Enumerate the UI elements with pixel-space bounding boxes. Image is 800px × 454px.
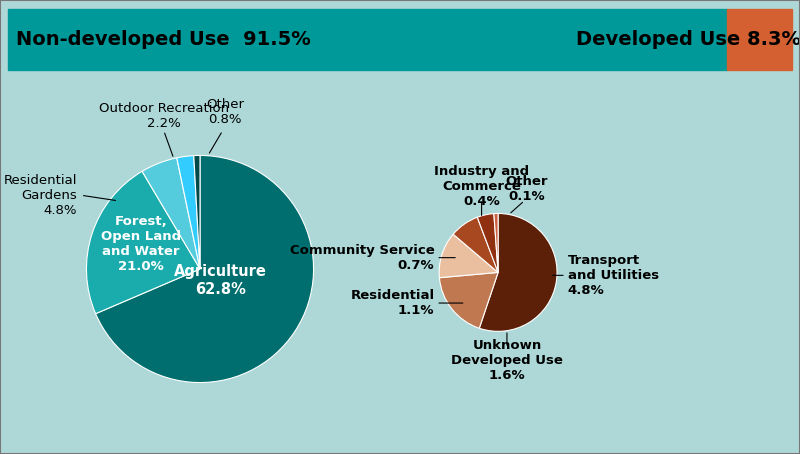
Text: Transport
and Utilities
4.8%: Transport and Utilities 4.8% [568, 254, 658, 297]
Text: Residential
1.1%: Residential 1.1% [350, 289, 434, 317]
Text: Other
0.1%: Other 0.1% [505, 175, 548, 202]
Wedge shape [453, 217, 498, 272]
Text: Industry and
Commerce
0.4%: Industry and Commerce 0.4% [434, 165, 529, 208]
Text: Agriculture
62.8%: Agriculture 62.8% [174, 264, 267, 296]
Wedge shape [96, 155, 314, 383]
Text: Unknown
Developed Use
1.6%: Unknown Developed Use 1.6% [451, 339, 563, 382]
Wedge shape [494, 213, 498, 272]
Wedge shape [479, 213, 557, 331]
Wedge shape [194, 155, 200, 269]
Wedge shape [177, 156, 200, 269]
Text: Outdoor Recreation
2.2%: Outdoor Recreation 2.2% [98, 102, 229, 130]
Text: Residential
Gardens
4.8%: Residential Gardens 4.8% [4, 174, 78, 217]
Text: Forest,
Open Land
and Water
21.0%: Forest, Open Land and Water 21.0% [101, 215, 181, 273]
Bar [727, 9, 792, 70]
Wedge shape [142, 158, 200, 269]
Text: Developed Use 8.3%: Developed Use 8.3% [576, 30, 800, 49]
Text: Non-developed Use  91.5%: Non-developed Use 91.5% [16, 30, 310, 49]
Text: Other
0.8%: Other 0.8% [206, 99, 244, 126]
Wedge shape [86, 171, 200, 314]
Wedge shape [439, 234, 498, 278]
Wedge shape [439, 272, 498, 328]
Wedge shape [478, 213, 498, 272]
Text: Community Service
0.7%: Community Service 0.7% [290, 244, 434, 271]
